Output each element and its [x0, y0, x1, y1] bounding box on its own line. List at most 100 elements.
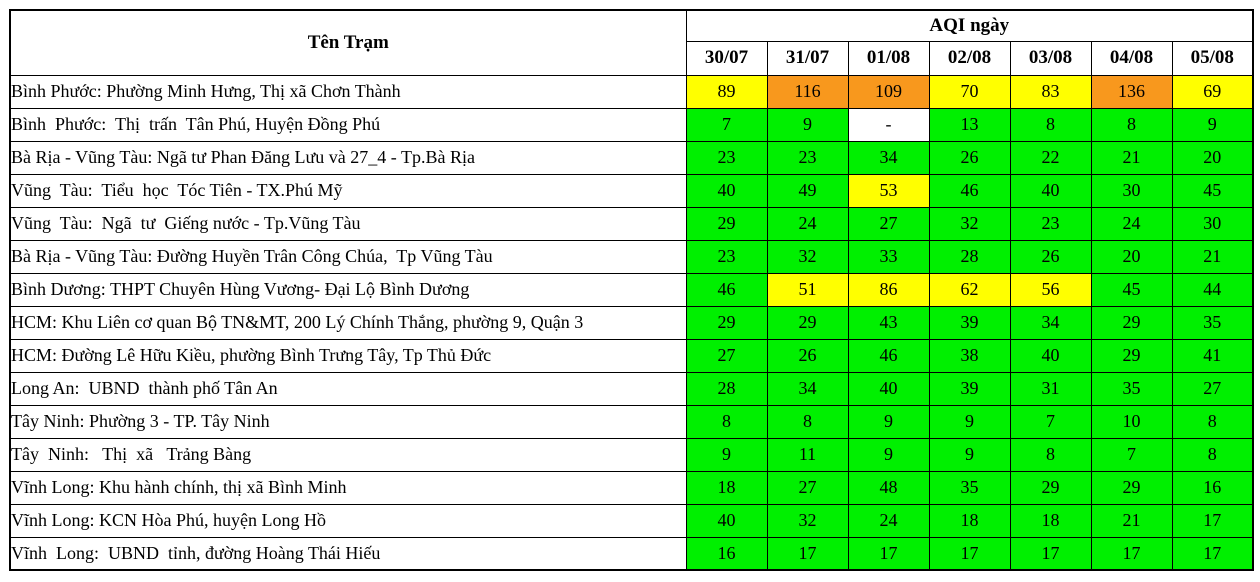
aqi-value-cell: 22: [1009, 140, 1092, 175]
aqi-value-cell: 40: [847, 371, 930, 406]
aqi-value-cell: 29: [685, 305, 768, 340]
aqi-value-cell: 9: [847, 437, 930, 472]
station-name-cell: Vũng Tàu: Ngã tư Giếng nước - Tp.Vũng Tà…: [9, 206, 687, 241]
aqi-value-cell: 136: [1090, 74, 1173, 109]
station-name-cell: Vĩnh Long: Khu hành chính, thị xã Bình M…: [9, 470, 687, 505]
aqi-value-cell: 32: [928, 206, 1011, 241]
aqi-value-cell: 27: [1171, 371, 1254, 406]
aqi-value-cell: 29: [1090, 305, 1173, 340]
aqi-value-cell: 51: [766, 272, 849, 307]
station-name-cell: Bình Phước: Phường Minh Hưng, Thị xã Chơ…: [9, 74, 687, 109]
aqi-value-cell: 89: [685, 74, 768, 109]
aqi-value-cell: 24: [766, 206, 849, 241]
aqi-value-cell: 8: [766, 404, 849, 439]
table-row: HCM: Khu Liên cơ quan Bộ TN&MT, 200 Lý C…: [9, 305, 1254, 340]
table-row: Vĩnh Long: UBND tỉnh, đường Hoàng Thái H…: [9, 536, 1254, 571]
aqi-value-cell: 62: [928, 272, 1011, 307]
aqi-value-cell: 23: [766, 140, 849, 175]
aqi-value-cell: 26: [928, 140, 1011, 175]
aqi-value-cell: 17: [766, 536, 849, 571]
table-row: Bình Phước: Thị trấn Tân Phú, Huyện Đồng…: [9, 107, 1254, 142]
aqi-value-cell: 9: [766, 107, 849, 142]
aqi-value-cell: 18: [1009, 503, 1092, 538]
aqi-value-cell: 26: [1009, 239, 1092, 274]
aqi-value-cell: 17: [928, 536, 1011, 571]
station-name-cell: Vĩnh Long: KCN Hòa Phú, huyện Long Hồ: [9, 503, 687, 538]
aqi-value-cell: 17: [1009, 536, 1092, 571]
aqi-value-cell: 40: [1009, 173, 1092, 208]
aqi-value-cell: 23: [685, 239, 768, 274]
table-row: Vĩnh Long: Khu hành chính, thị xã Bình M…: [9, 470, 1254, 505]
aqi-value-cell: 33: [847, 239, 930, 274]
aqi-value-cell: 9: [1171, 107, 1254, 142]
aqi-value-cell: 53: [847, 173, 930, 208]
aqi-value-cell: 39: [928, 305, 1011, 340]
aqi-value-cell: 86: [847, 272, 930, 307]
date-header-02-08: 02/08: [928, 40, 1011, 76]
aqi-value-cell: 17: [1090, 536, 1173, 571]
aqi-value-cell: 9: [847, 404, 930, 439]
aqi-value-cell: 10: [1090, 404, 1173, 439]
station-column-header: Tên Trạm: [9, 9, 687, 76]
table-row: Tây Ninh: Phường 3 - TP. Tây Ninh 8 8 9 9 7 10…: [9, 404, 1254, 439]
aqi-value-cell: 46: [847, 338, 930, 373]
aqi-value-cell: 30: [1090, 173, 1173, 208]
aqi-value-cell: 21: [1090, 503, 1173, 538]
aqi-value-cell: 35: [928, 470, 1011, 505]
aqi-value-cell: 7: [685, 107, 768, 142]
station-name-cell: Bà Rịa - Vũng Tàu: Đường Huyền Trân Công…: [9, 239, 687, 274]
station-name-cell: Tây Ninh: Phường 3 - TP. Tây Ninh: [9, 404, 687, 439]
aqi-value-cell: 46: [928, 173, 1011, 208]
aqi-value-cell: 17: [847, 536, 930, 571]
aqi-value-cell: 8: [1090, 107, 1173, 142]
aqi-value-cell: 48: [847, 470, 930, 505]
aqi-value-cell: 28: [685, 371, 768, 406]
table-row: Bà Rịa - Vũng Tàu: Ngã tư Phan Đăng Lưu …: [9, 140, 1254, 175]
table-row: Vĩnh Long: KCN Hòa Phú, huyện Long Hồ 40 3…: [9, 503, 1254, 538]
aqi-value-cell: 46: [685, 272, 768, 307]
date-header-01-08: 01/08: [847, 40, 930, 76]
aqi-value-cell: 30: [1171, 206, 1254, 241]
aqi-value-cell: 40: [685, 173, 768, 208]
aqi-value-cell: 8: [1009, 437, 1092, 472]
aqi-value-cell: 7: [1090, 437, 1173, 472]
table-row: Long An: UBND thành phố Tân An 28 34 40 39 31…: [9, 371, 1254, 406]
aqi-value-cell: 31: [1009, 371, 1092, 406]
aqi-value-cell: 17: [1171, 536, 1254, 571]
station-name-cell: Vũng Tàu: Tiểu học Tóc Tiên - TX.Phú Mỹ: [9, 173, 687, 208]
aqi-value-cell: 35: [1171, 305, 1254, 340]
aqi-value-cell: 18: [685, 470, 768, 505]
aqi-value-cell: 49: [766, 173, 849, 208]
aqi-value-cell: 69: [1171, 74, 1254, 109]
table-row: Vũng Tàu: Tiểu học Tóc Tiên - TX.Phú Mỹ 4…: [9, 173, 1254, 208]
aqi-value-cell: 45: [1171, 173, 1254, 208]
station-name-cell: Long An: UBND thành phố Tân An: [9, 371, 687, 406]
aqi-value-cell: 43: [847, 305, 930, 340]
aqi-value-cell: 34: [1009, 305, 1092, 340]
aqi-group-header: AQI ngày: [685, 9, 1254, 42]
aqi-value-cell: 9: [928, 437, 1011, 472]
aqi-value-cell: 116: [766, 74, 849, 109]
aqi-value-cell: 20: [1171, 140, 1254, 175]
aqi-table: Tên Trạm AQI ngày 30/07 31/07 01/08 02/08 03…: [9, 9, 1255, 571]
aqi-value-cell: 8: [1009, 107, 1092, 142]
date-header-30-07: 30/07: [685, 40, 768, 76]
aqi-value-cell: 29: [1090, 338, 1173, 373]
table-row: Bình Phước: Phường Minh Hưng, Thị xã Chơ…: [9, 74, 1254, 109]
aqi-value-cell: 13: [928, 107, 1011, 142]
aqi-value-cell: -: [847, 107, 930, 142]
header-row-group: Tên Trạm AQI ngày: [9, 9, 1254, 76]
aqi-value-cell: 21: [1090, 140, 1173, 175]
table-row: Vũng Tàu: Ngã tư Giếng nước - Tp.Vũng Tà…: [9, 206, 1254, 241]
table-row: HCM: Đường Lê Hữu Kiều, phường Bình Trưn…: [9, 338, 1254, 373]
aqi-value-cell: 44: [1171, 272, 1254, 307]
aqi-value-cell: 16: [685, 536, 768, 571]
aqi-value-cell: 83: [1009, 74, 1092, 109]
aqi-value-cell: 18: [928, 503, 1011, 538]
station-name-cell: Bình Dương: THPT Chuyên Hùng Vương- Đại …: [9, 272, 687, 307]
aqi-value-cell: 8: [1171, 404, 1254, 439]
aqi-value-cell: 21: [1171, 239, 1254, 274]
aqi-value-cell: 40: [685, 503, 768, 538]
aqi-value-cell: 23: [685, 140, 768, 175]
